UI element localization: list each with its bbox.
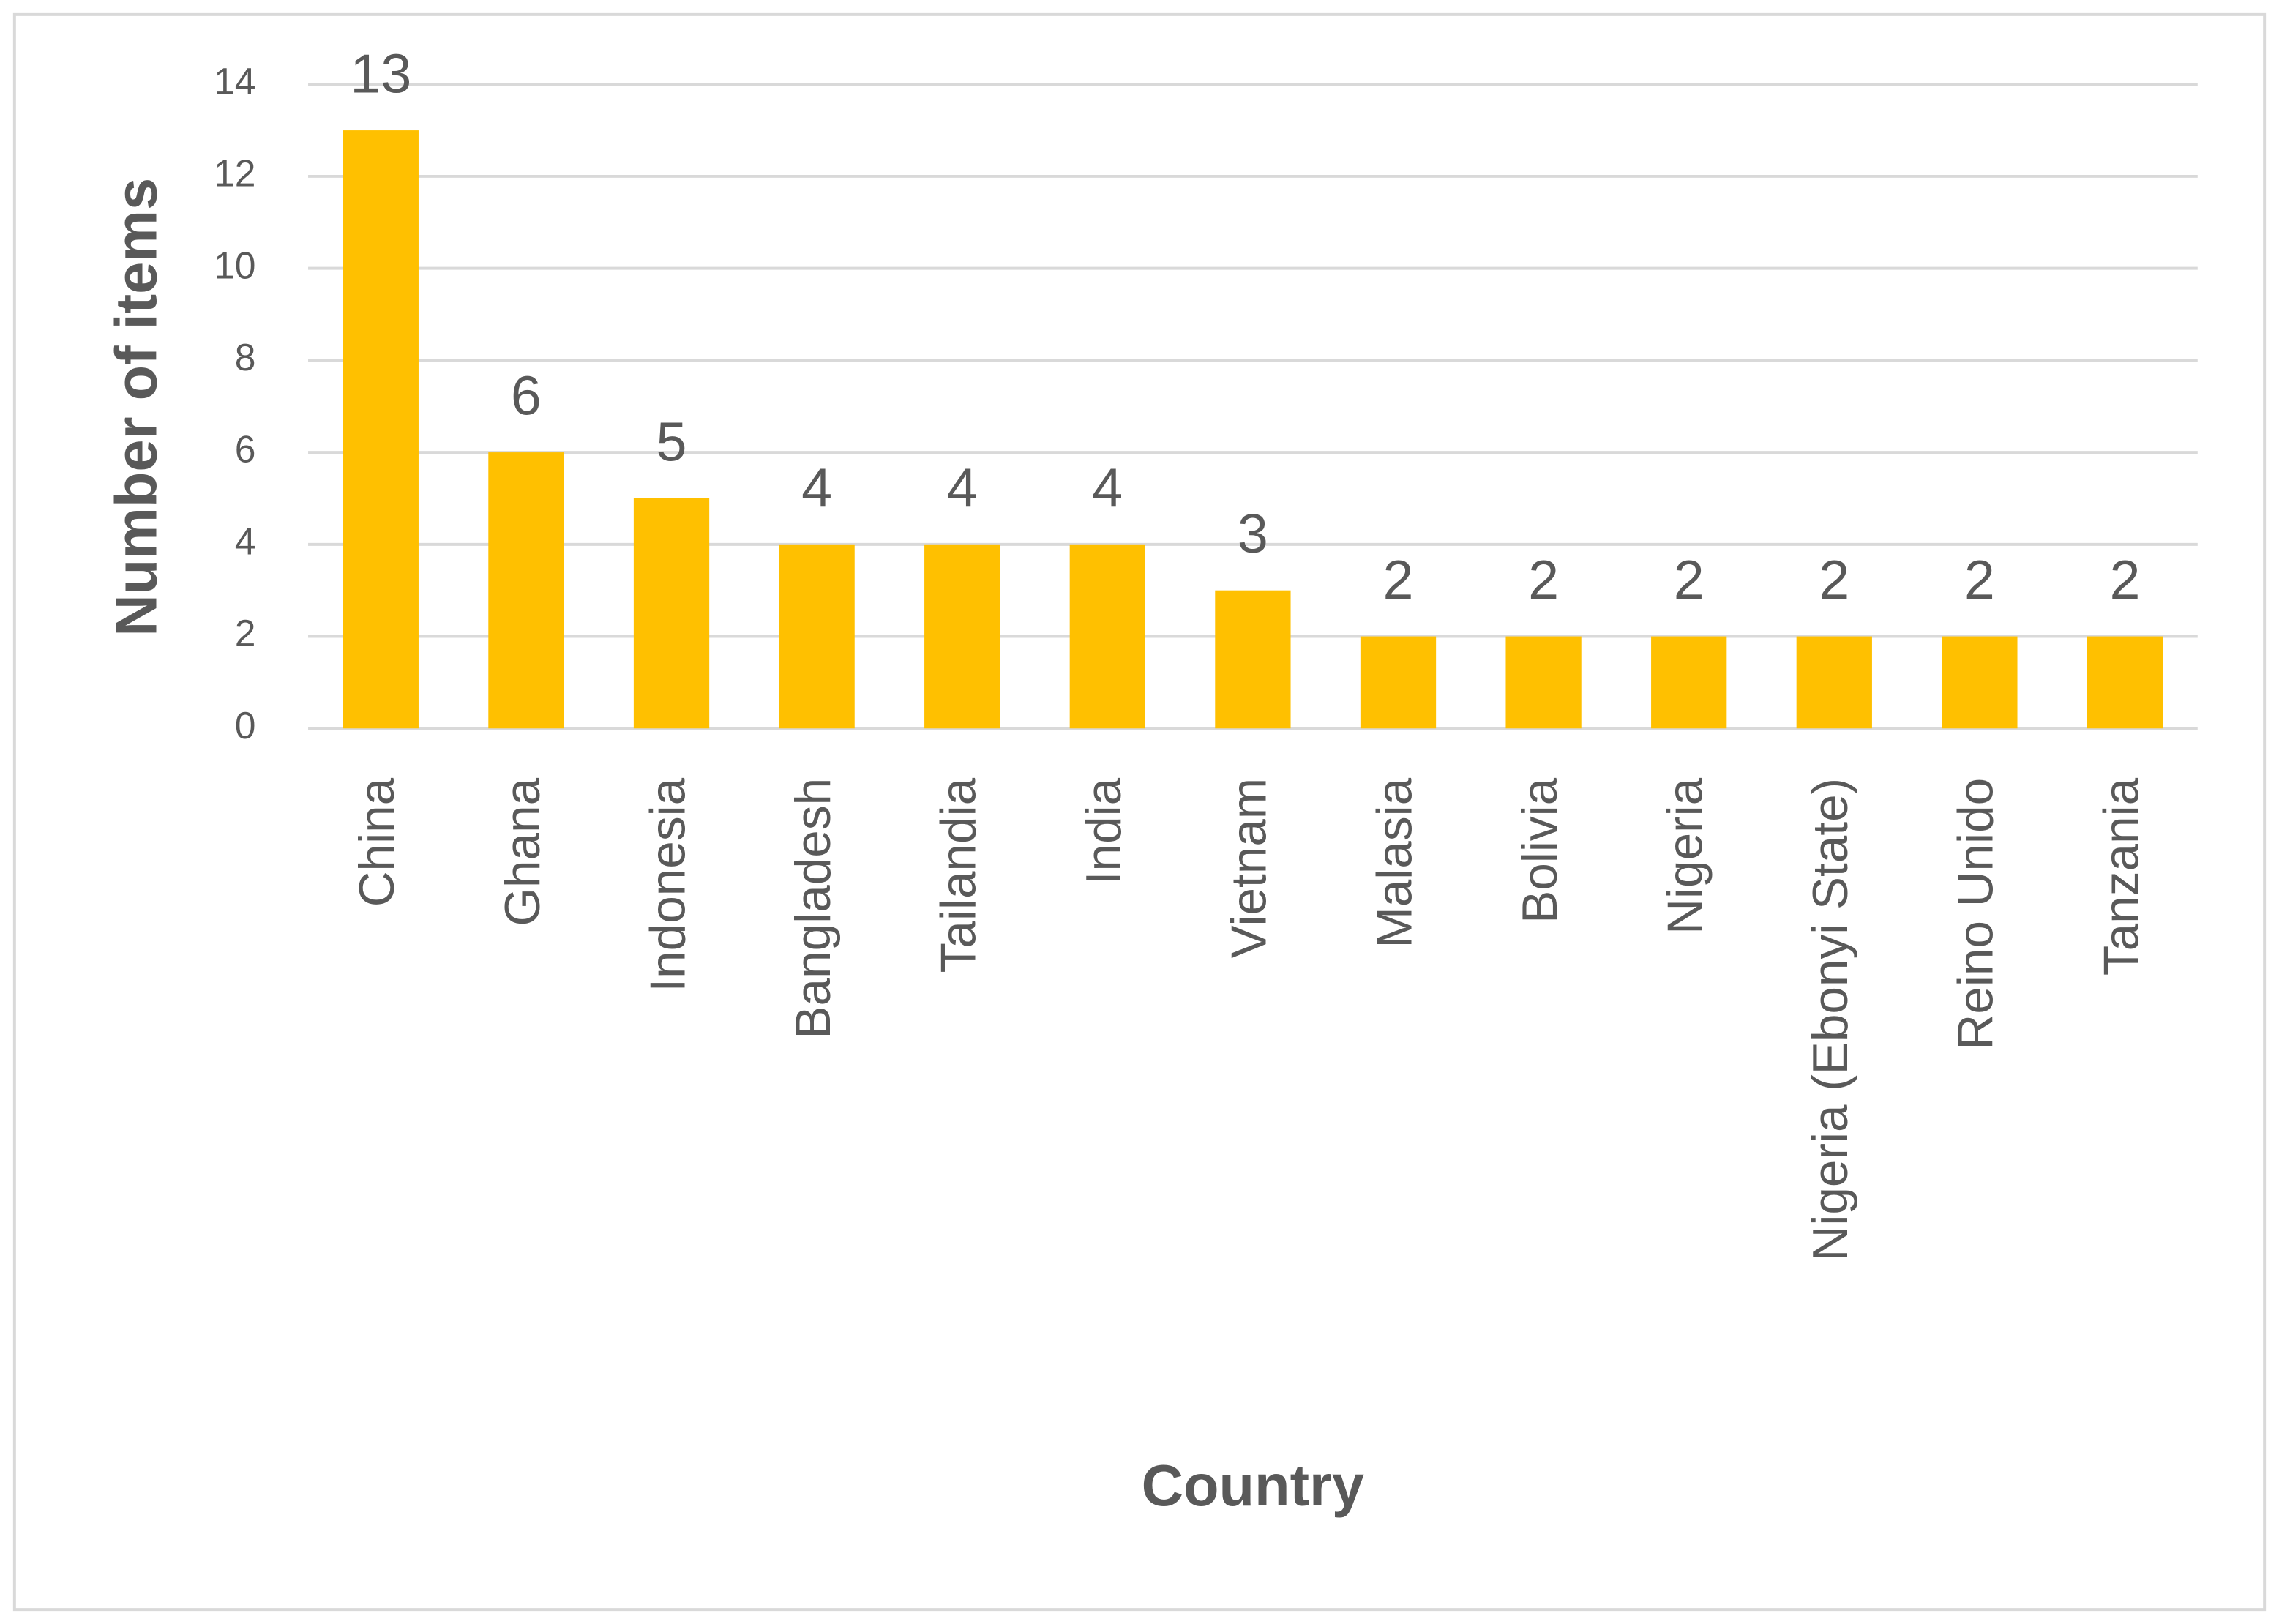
x-tick-label: China	[350, 777, 405, 907]
bar	[1505, 636, 1582, 729]
data-label: 2	[1964, 549, 1995, 610]
y-tick-label: 12	[214, 152, 255, 195]
data-label: 5	[656, 411, 687, 472]
y-tick-label: 14	[214, 60, 255, 102]
x-tick-label: India	[1077, 777, 1131, 885]
x-tick-label: Bangladesh	[786, 778, 841, 1039]
bar	[1215, 590, 1291, 729]
data-label: 4	[1092, 457, 1123, 518]
bar	[343, 130, 419, 729]
data-label: 2	[1819, 549, 1849, 610]
y-tick-label: 0	[235, 704, 256, 746]
bar	[1651, 636, 1727, 729]
bar	[779, 544, 855, 729]
y-tick-label: 8	[235, 336, 256, 378]
data-label: 3	[1238, 503, 1268, 564]
x-tick-label: Indonesia	[640, 777, 695, 992]
data-label: 6	[511, 365, 542, 427]
data-label: 4	[947, 457, 978, 518]
x-tick-label: Tailandia	[932, 777, 987, 973]
x-tick-label: Nigeria	[1658, 777, 1713, 934]
bar	[1360, 636, 1437, 729]
y-axis-title: Number of items	[104, 178, 169, 637]
x-axis-title: Country	[1142, 1453, 1364, 1518]
bar	[1796, 636, 1872, 729]
data-label: 4	[801, 457, 832, 518]
data-label: 2	[1674, 549, 1704, 610]
y-tick-label: 4	[235, 520, 256, 562]
bar	[488, 452, 564, 729]
data-label: 2	[1383, 549, 1414, 610]
bar	[2087, 636, 2163, 729]
data-label: 2	[1528, 549, 1559, 610]
y-tick-label: 6	[235, 428, 256, 471]
x-tick-label: Vietnam	[1222, 778, 1277, 959]
x-tick-label: Ghana	[495, 777, 550, 926]
y-tick-label: 2	[235, 612, 256, 654]
bar	[924, 544, 1000, 729]
x-tick-label: Nigeria (Ebonyi State)	[1803, 778, 1858, 1262]
x-tick-label: Tanzania	[2094, 777, 2149, 976]
bar	[1942, 636, 2018, 729]
x-tick-label: Reino Unido	[1949, 778, 2004, 1050]
data-label: 13	[350, 42, 411, 104]
x-tick-label: Malasia	[1367, 777, 1422, 948]
bar	[1069, 544, 1145, 729]
bar	[633, 498, 710, 729]
y-tick-label: 10	[214, 244, 255, 286]
data-label: 2	[2109, 549, 2140, 610]
x-tick-label: Bolivia	[1513, 777, 1568, 923]
